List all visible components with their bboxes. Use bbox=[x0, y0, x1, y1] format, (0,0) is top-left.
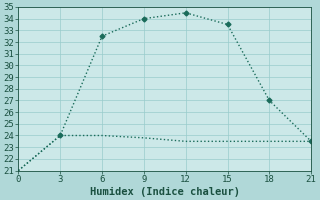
X-axis label: Humidex (Indice chaleur): Humidex (Indice chaleur) bbox=[90, 186, 240, 197]
